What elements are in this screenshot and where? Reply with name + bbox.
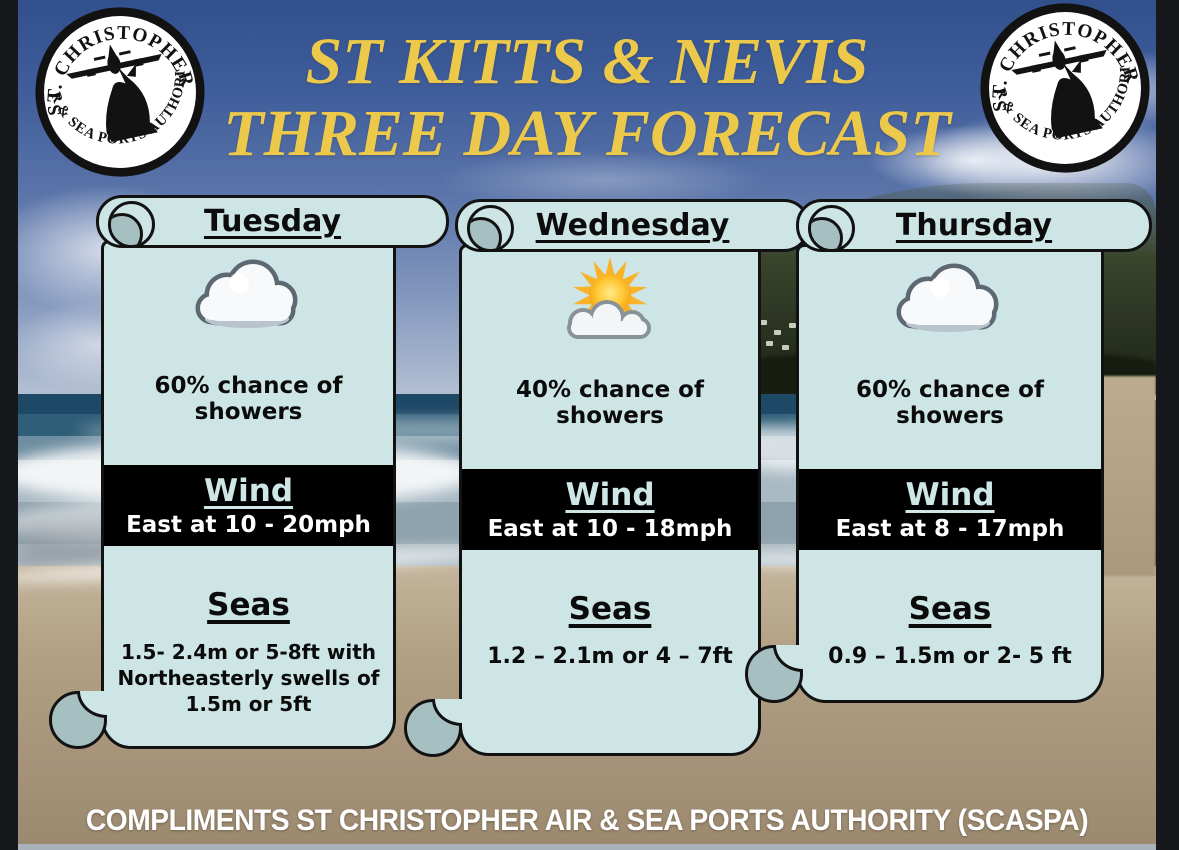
seas-heading: Seas [568, 591, 652, 627]
card-header-thursday: Thursday [796, 199, 1152, 252]
scaspa-logo: ST. CHRISTOPHER AIR & SEA PORTS AUTHORIT… [18, 0, 205, 177]
seas-value: 1.2 – 2.1m or 4 – 7ft [487, 644, 733, 669]
scroll-curl-icon [467, 205, 514, 252]
wind-heading: Wind [203, 473, 294, 509]
cloudy-icon [195, 259, 297, 328]
sun-behind-clouds-icon [567, 257, 651, 339]
bottom-edge-strip [18, 844, 1156, 850]
wind-value: East at 10 - 20mph [126, 512, 371, 538]
weather-icon-wrap [104, 253, 393, 345]
forecast-card-tuesday: 60% chance of showers Wind East at 10 - … [101, 240, 396, 749]
scroll-curl-icon [808, 205, 855, 252]
ship-bow-icon [1051, 59, 1103, 139]
poster-background: ST KITTS & NEVIS THREE DAY FORECAST ST. … [18, 0, 1156, 844]
hillside-building [789, 323, 796, 328]
wind-section: Wind East at 8 - 17mph [799, 469, 1101, 550]
day-label: Thursday [895, 208, 1053, 243]
weather-icon-wrap [799, 257, 1101, 349]
footer-credit: COMPLIMENTS ST CHRISTOPHER AIR & SEA POR… [85, 804, 1089, 837]
hillside-building [766, 341, 773, 346]
forecast-card-wednesday: 40% chance of showers Wind East at 10 - … [459, 244, 761, 756]
wind-value: East at 10 - 18mph [487, 516, 733, 542]
day-label: Tuesday [203, 204, 342, 239]
seas-value: 1.5- 2.4m or 5-8ft with Northeasterly sw… [117, 640, 380, 716]
hillside-building [760, 320, 767, 325]
cloudy-icon [896, 263, 999, 332]
wind-value: East at 8 - 17mph [835, 516, 1065, 542]
forecast-card-thursday: 60% chance of showers Wind East at 8 - 1… [796, 244, 1104, 703]
card-header-tuesday: Tuesday [96, 195, 449, 248]
day-label: Wednesday [535, 208, 730, 243]
wind-section: Wind East at 10 - 18mph [462, 469, 758, 550]
chance-of-showers: 40% chance of showers [515, 377, 704, 429]
airplane-icon [66, 44, 162, 79]
wind-heading: Wind [565, 477, 655, 513]
weather-icon-wrap [462, 257, 758, 352]
wind-section: Wind East at 10 - 20mph [104, 465, 393, 546]
scroll-curl-icon [49, 691, 107, 749]
scroll-curl-icon [745, 645, 803, 703]
chance-of-showers: 60% chance of showers [855, 377, 1044, 429]
hillside-building [782, 345, 789, 350]
scaspa-logo: ST. CHRISTOPHER AIR & SEA PORTS AUTHORIT… [963, 0, 1150, 173]
chance-of-showers: 60% chance of showers [154, 373, 343, 425]
card-header-wednesday: Wednesday [455, 199, 810, 252]
hillside-building [774, 330, 781, 335]
poster-title-line1: ST KITTS & NEVIS [305, 25, 869, 98]
airplane-icon [1011, 40, 1107, 75]
wind-heading: Wind [905, 477, 995, 513]
scroll-curl-icon [108, 201, 155, 248]
seas-heading: Seas [207, 587, 290, 623]
seas-value: 0.9 – 1.5m or 2- 5 ft [828, 644, 1072, 669]
ship-bow-icon [106, 63, 158, 143]
seas-heading: Seas [908, 591, 992, 627]
scroll-curl-icon [404, 699, 462, 757]
poster-title-line2: THREE DAY FORECAST [223, 97, 951, 170]
